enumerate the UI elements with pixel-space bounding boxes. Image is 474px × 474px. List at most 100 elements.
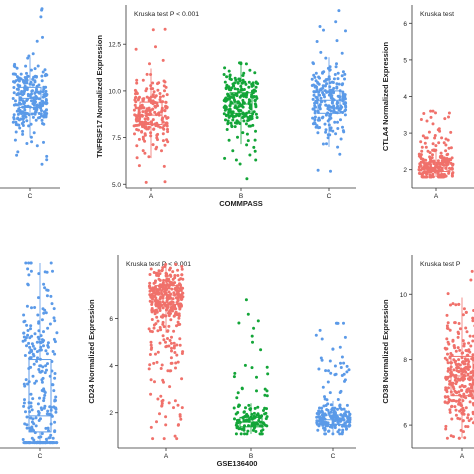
data-point [231,110,235,114]
data-point [40,369,44,373]
data-point [156,329,160,333]
data-point [341,90,345,94]
y-tick-label: 6 [403,423,407,430]
data-point [317,82,321,86]
data-point [253,138,257,142]
data-point [12,86,16,89]
data-point [454,399,458,403]
data-point [250,114,254,118]
data-point [312,83,316,87]
data-point [244,62,248,66]
data-point [240,387,244,391]
data-point [39,348,43,352]
data-point [334,65,338,69]
data-point [449,303,452,307]
data-point [144,125,148,129]
data-point [53,399,57,403]
data-point [38,396,41,400]
data-point [151,143,155,147]
data-point [12,91,16,95]
data-point [176,274,180,277]
data-point [324,103,328,107]
data-point [16,83,20,87]
y-axis-title: CD38 Normalized Expression [381,299,390,404]
data-point [165,280,169,283]
data-point [162,380,165,384]
data-point [315,415,319,419]
data-point [32,429,35,432]
data-point [446,361,450,365]
data-point [321,84,325,88]
x-axis-title: GSE136400 [217,459,258,468]
data-point [470,269,474,273]
data-point [421,157,425,161]
data-point [339,118,342,122]
data-point [469,417,473,421]
data-point [245,413,249,417]
data-point [254,105,258,109]
data-point [343,77,346,81]
data-point [174,361,178,365]
data-point [50,414,54,418]
data-point [313,111,317,115]
data-point [467,387,470,391]
data-point [30,408,34,412]
data-point [333,73,337,76]
data-point [242,101,246,105]
data-point [320,358,324,362]
data-point [342,407,346,411]
data-point [171,270,175,274]
data-point [345,427,349,430]
data-point [13,62,17,66]
data-point [150,318,154,321]
data-point [337,82,341,86]
data-point [452,399,456,403]
points-C [310,9,348,173]
data-point [165,344,169,348]
data-point [27,273,31,277]
data-point [24,410,27,414]
data-point [23,108,27,112]
data-point [22,401,26,405]
data-point [37,272,41,276]
data-point [462,430,465,434]
data-point [331,129,335,133]
data-point [335,62,338,66]
data-point [51,269,54,273]
data-point [417,154,421,158]
data-point [44,437,48,441]
data-point [327,369,330,373]
data-point [46,409,50,413]
data-point [466,372,470,376]
data-point [28,336,32,340]
data-point [176,268,180,272]
data-point [24,336,28,340]
data-point [234,432,238,436]
data-point [227,69,231,73]
data-point [44,349,48,353]
data-point [146,127,150,131]
data-point [233,417,236,421]
data-point [338,391,342,394]
data-point [263,406,267,410]
data-point [241,131,245,135]
x-axis-title: COMMPASS [219,199,263,208]
data-point [255,389,258,393]
data-point [167,324,171,328]
y-tick-label: 6 [109,316,113,323]
data-point [251,340,254,344]
data-point [454,408,458,412]
data-point [321,91,325,95]
data-point [231,118,235,122]
data-point [313,75,317,79]
data-point [148,353,152,356]
data-point [234,412,238,416]
data-point [34,90,38,94]
data-point [46,341,50,345]
data-point [467,341,471,345]
data-point [135,116,139,120]
data-point [135,114,139,118]
data-point [318,93,322,97]
data-point [48,405,52,409]
data-point [40,441,44,445]
